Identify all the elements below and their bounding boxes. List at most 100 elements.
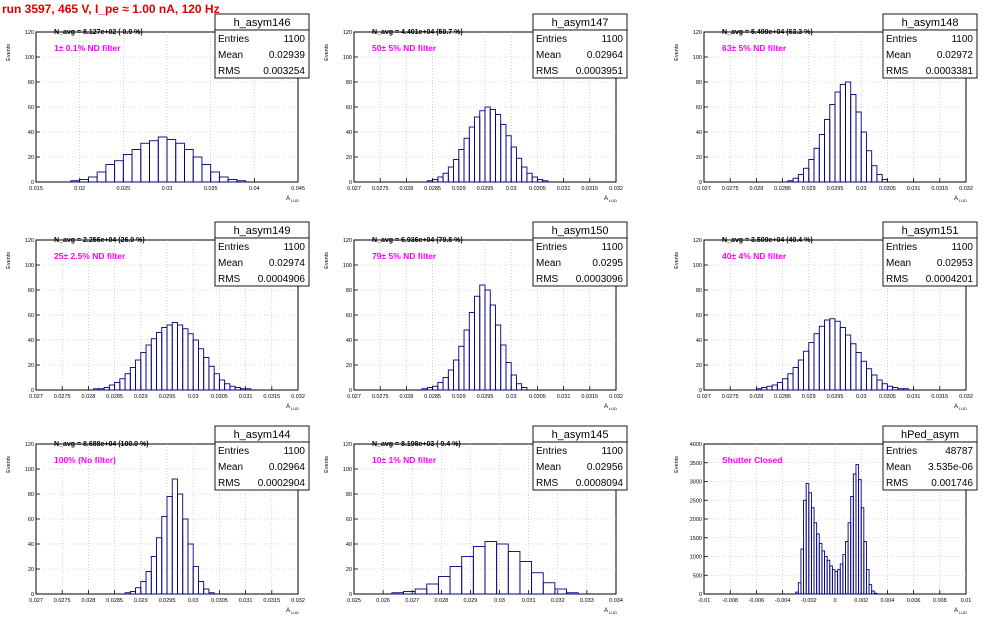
- y-tick-label: 0: [699, 388, 702, 394]
- histogram-bin: [203, 588, 210, 595]
- x-axis-subscript: LUD: [291, 406, 299, 411]
- histogram-bin: [865, 569, 870, 595]
- x-tick-label: 0.032: [959, 394, 973, 400]
- filter-annotation: 63± 5% ND filter: [722, 43, 787, 53]
- y-tick-label: 100: [25, 467, 34, 473]
- stats-mean-value: 0.02964: [269, 462, 306, 473]
- x-tick-label: 0.0275: [722, 394, 739, 400]
- y-tick-label: 120: [343, 30, 352, 36]
- x-tick-label: 0.0295: [159, 394, 176, 400]
- x-tick-label: 0.0295: [477, 186, 494, 192]
- stats-entries-label: Entries: [218, 242, 249, 253]
- navg-label: N_avg = 8.198e+03 ( 9.4 %): [372, 441, 461, 448]
- stats-entries-label: Entries: [886, 34, 917, 45]
- stats-entries-value: 1100: [601, 242, 623, 253]
- x-tick-label: 0.031: [522, 598, 536, 604]
- histogram-panel-h_asym147: 0.027 0.0275 0.028 0.0285 0.029 0.0295 0.03 0.0…: [324, 13, 628, 203]
- run-title: run 3597, 465 V, I_pe ≈ 1.00 nA, 120 Hz: [2, 2, 220, 16]
- y-tick-label: 80: [346, 492, 352, 498]
- y-axis-title: Events: [674, 252, 680, 269]
- stats-box: [532, 441, 628, 491]
- x-tick-label: 0.0285: [106, 394, 123, 400]
- x-tick-label: 0.031: [557, 186, 571, 192]
- navg-label: N_avg = 3.509e+04 (40.4 %): [722, 237, 813, 244]
- y-tick-label: 0: [31, 388, 34, 394]
- x-tick-label: -0.002: [801, 598, 817, 604]
- stats-entries-value: 1100: [283, 446, 305, 457]
- x-tick-label: 0.0285: [106, 598, 123, 604]
- y-tick-label: 100: [343, 263, 352, 269]
- x-tick-label: 0.032: [959, 186, 973, 192]
- x-tick-label: 0.027: [29, 598, 43, 604]
- histogram-bin: [863, 541, 867, 595]
- stats-mean-label: Mean: [218, 462, 243, 473]
- x-tick-label: 0.032: [291, 394, 305, 400]
- histogram-name: h_asym150: [552, 225, 609, 237]
- x-tick-label: 0.03: [856, 186, 867, 192]
- y-tick-label: 500: [693, 573, 702, 579]
- y-tick-label: 40: [346, 130, 352, 136]
- y-tick-label: 20: [696, 363, 702, 369]
- histogram-bin: [873, 592, 878, 595]
- x-tick-label: 0.015: [29, 186, 43, 192]
- x-tick-label: 0.0315: [931, 394, 948, 400]
- x-tick-label: 0.0275: [722, 186, 739, 192]
- x-tick-label: 0.0315: [931, 186, 948, 192]
- y-tick-label: 4000: [690, 442, 702, 448]
- stats-rms-value: 0.0004201: [926, 274, 974, 285]
- stats-rms-label: RMS: [886, 478, 909, 489]
- x-tick-label: 0.031: [557, 394, 571, 400]
- histogram-panel-h_asym151: 0.027 0.0275 0.028 0.0285 0.029 0.0295 0.03 0.0…: [674, 221, 978, 411]
- stats-mean-value: 0.02939: [269, 50, 306, 61]
- x-tick-label: 0.029: [452, 394, 466, 400]
- y-tick-label: 100: [693, 55, 702, 61]
- y-tick-label: 120: [25, 238, 34, 244]
- navg-label: N_avg = 2.256e+04 (26.0 %): [54, 237, 145, 244]
- x-tick-label: 0.028: [400, 186, 414, 192]
- y-tick-label: 20: [346, 155, 352, 161]
- histogram-name: h_asym148: [902, 17, 959, 29]
- y-tick-label: 100: [343, 467, 352, 473]
- y-tick-label: 0: [31, 592, 34, 598]
- x-tick-label: 0.002: [854, 598, 868, 604]
- histogram-bin: [542, 180, 549, 183]
- filter-annotation: 1± 0.1% ND filter: [54, 43, 121, 53]
- y-tick-label: 80: [28, 492, 34, 498]
- y-tick-label: 20: [696, 155, 702, 161]
- x-tick-label: 0.031: [239, 598, 253, 604]
- x-axis-subscript: LUD: [291, 198, 299, 203]
- x-tick-label: 0.0315: [263, 598, 280, 604]
- histogram-panel-h_asym149: 0.027 0.0275 0.028 0.0285 0.029 0.0295 0.03 0.0…: [6, 221, 310, 411]
- filter-annotation: 40± 4% ND filter: [722, 251, 787, 261]
- y-tick-label: 0: [349, 388, 352, 394]
- x-tick-label: 0.027: [697, 186, 711, 192]
- stats-mean-value: 0.02972: [937, 50, 974, 61]
- histogram-panel-h_asym148: 0.027 0.0275 0.028 0.0285 0.029 0.0295 0.03 0.0…: [674, 13, 978, 203]
- x-tick-label: 0.0275: [372, 186, 389, 192]
- histogram-bin: [197, 581, 205, 595]
- y-tick-label: 40: [346, 338, 352, 344]
- y-tick-label: 40: [696, 338, 702, 344]
- histogram-panel-h_asym145: 0.025 0.026 0.027 0.028 0.029 0.03 0.031 0.032 0…: [324, 425, 628, 615]
- stats-rms-label: RMS: [536, 478, 559, 489]
- x-axis-title: A: [954, 608, 958, 614]
- x-tick-label: -0.006: [749, 598, 765, 604]
- y-tick-label: 60: [28, 105, 34, 111]
- y-axis-title: Events: [6, 456, 12, 473]
- x-tick-label: 0.028: [434, 598, 448, 604]
- y-tick-label: 40: [28, 130, 34, 136]
- y-tick-label: 120: [693, 30, 702, 36]
- x-axis-title: A: [954, 404, 958, 410]
- y-axis-title: Events: [6, 252, 12, 269]
- histogram-bin: [554, 588, 567, 595]
- stats-entries-value: 1100: [951, 34, 973, 45]
- x-tick-label: 0.0285: [774, 394, 791, 400]
- filter-annotation: 79± 5% ND filter: [372, 251, 437, 261]
- x-tick-label: 0.0285: [424, 394, 441, 400]
- x-tick-label: 0.03: [162, 186, 173, 192]
- stats-entries-label: Entries: [536, 34, 567, 45]
- stats-entries-label: Entries: [886, 446, 917, 457]
- stats-mean-label: Mean: [536, 258, 561, 269]
- x-tick-label: 0.031: [907, 186, 921, 192]
- x-tick-label: 0.029: [802, 394, 816, 400]
